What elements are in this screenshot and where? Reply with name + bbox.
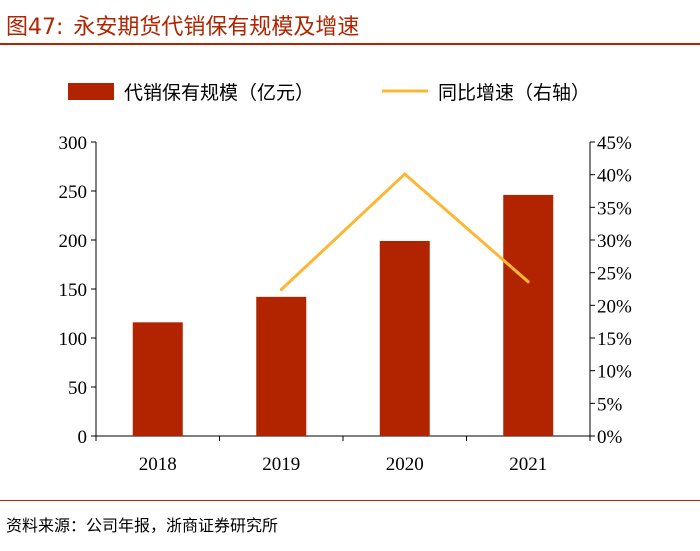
y-tick-label: 0 [78,427,88,448]
legend-bar-label: 代销保有规模（亿元） [124,82,314,104]
line-series [279,171,530,292]
figure-number: 图47: [6,15,64,40]
y2-tick-label: 0% [597,427,623,448]
bar-2019 [256,296,307,436]
legend-bar-swatch [68,83,114,100]
x-tick-label: 2018 [139,454,177,475]
y2-tick-label: 10% [597,362,632,383]
y-tick-label: 200 [59,231,88,252]
y2-tick-label: 30% [597,231,632,252]
y-tick-label: 250 [59,182,88,203]
x-tick-label: 2020 [386,454,424,475]
figure-header: 图47: 永安期货代销保有规模及增速 [0,0,700,44]
figure-title: 图47: 永安期货代销保有规模及增速 [6,9,359,41]
bar-2018 [132,322,183,436]
line-point-2019 [279,288,283,292]
y2-tick-label: 15% [597,329,632,350]
y-tick-label: 50 [68,378,87,399]
legend: 代销保有规模（亿元） 同比增速（右轴） [68,82,590,104]
y-axis-right: 0% 5% 10% 15% 20% 25% 30% 35% 40% 45% [589,133,632,448]
line-point-2020 [403,172,407,176]
y2-tick-label: 40% [597,166,632,187]
bar-2021 [503,194,554,436]
x-tick-label: 2021 [509,454,547,475]
y-axis-left: 0 50 100 150 200 250 300 [59,133,97,448]
y2-tick-label: 25% [597,264,632,285]
x-tick-label: 2019 [262,454,300,475]
title-rule [0,43,700,45]
y-tick-label: 100 [59,329,88,350]
source-note: 资料来源：公司年报，浙商证券研究所 [6,516,279,535]
y2-tick-label: 45% [597,133,632,154]
legend-line-label: 同比增速（右轴） [438,82,590,104]
chart: 代销保有规模（亿元） 同比增速（右轴） 0 50 100 150 200 250 300 0… [59,82,633,475]
y-tick-label: 150 [59,280,88,301]
line-point-2021 [526,280,530,284]
x-axis: 2018 2019 2020 2021 [95,435,591,475]
bar-2020 [379,240,430,436]
y2-tick-label: 35% [597,198,632,219]
figure-title-text: 永安期货代销保有规模及增速 [73,15,360,40]
y-tick-label: 300 [59,133,88,154]
bar-series [132,194,554,436]
y2-tick-label: 5% [597,394,623,415]
y2-tick-label: 20% [597,296,632,317]
source-rule [0,500,700,501]
